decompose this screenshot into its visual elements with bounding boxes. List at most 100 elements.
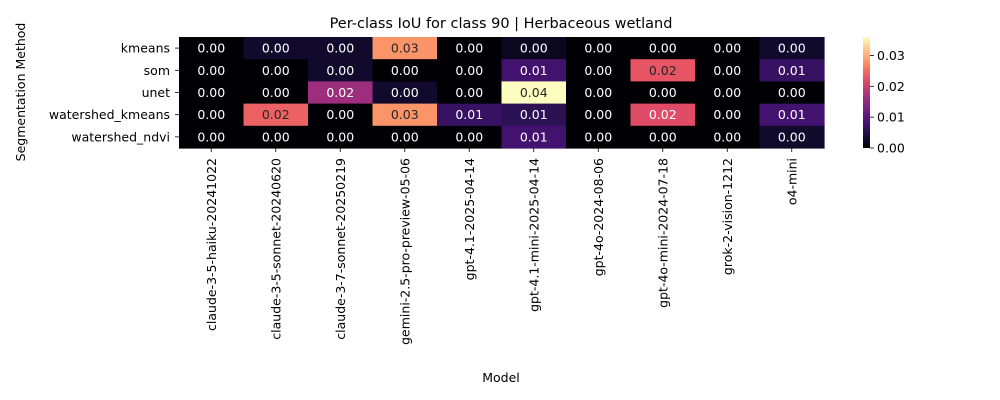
x-tick-label: gpt-4o-2024-08-06 (591, 158, 606, 276)
cell-value-label: 0.01 (520, 63, 548, 78)
heatmap-cell (695, 81, 761, 105)
cell-value-label: 0.00 (197, 41, 225, 56)
cell-value-label: 0.00 (455, 85, 483, 100)
colorbar-tick-label: 0.03 (877, 48, 905, 63)
heatmap-cell (566, 103, 632, 127)
heatmap-cell (630, 59, 696, 82)
heatmap-cell (501, 103, 567, 127)
heatmap-cell (501, 37, 567, 60)
heatmap-cell (566, 37, 632, 60)
x-tick-label: gpt-4o-mini-2024-07-18 (655, 158, 670, 308)
heatmap-cell (695, 125, 761, 149)
heatmap-cell (566, 125, 632, 149)
cell-value-label: 0.00 (326, 107, 354, 122)
heatmap-cell (372, 103, 438, 127)
colorbar (863, 37, 870, 148)
heatmap-cell (630, 37, 696, 60)
cell-value-label: 0.01 (778, 63, 806, 78)
heatmap-cell (630, 103, 696, 127)
x-tick-label: grok-2-vision-1212 (720, 158, 735, 275)
x-tick-labels: claude-3-5-haiku-20241022 claude-3-5-sonn… (204, 148, 799, 345)
heatmap-cell (179, 125, 245, 149)
y-axis-label: Segmentation Method (13, 23, 28, 162)
heatmap-cell (759, 81, 825, 105)
x-tick-label: gpt-4.1-2025-04-14 (462, 158, 477, 280)
heatmap-cell (437, 59, 503, 82)
heatmap-cell (501, 59, 567, 82)
chart-title: Per-class IoU for class 90 | Herbaceous … (330, 16, 673, 32)
heatmap-cells (179, 37, 825, 149)
cell-value-label: 0.00 (326, 63, 354, 78)
y-tick-label: watershed_ndvi (71, 129, 170, 144)
heatmap-cell (501, 81, 567, 105)
cell-value-label: 0.00 (649, 129, 677, 144)
heatmap-cell-labels: 0.00 0.00 0.00 0.03 0.00 0.00 0.00 0.00 0.00 0.00… (197, 41, 805, 145)
heatmap-cell (243, 125, 309, 149)
heatmap-cell (308, 125, 374, 149)
heatmap-cell (759, 59, 825, 82)
heatmap-cell (759, 37, 825, 60)
heatmap-cell (372, 59, 438, 82)
cell-value-label: 0.02 (649, 63, 677, 78)
heatmap-cell (308, 37, 374, 60)
x-tick-label: claude-3-5-sonnet-20240620 (268, 158, 283, 340)
heatmap-cell (695, 103, 761, 127)
cell-value-label: 0.00 (778, 129, 806, 144)
x-axis-label: Model (482, 370, 520, 385)
heatmap-cell (437, 103, 503, 127)
cell-value-label: 0.00 (713, 63, 741, 78)
heatmap-cell (501, 125, 567, 149)
cell-value-label: 0.00 (197, 85, 225, 100)
cell-value-label: 0.00 (584, 85, 612, 100)
cell-value-label: 0.00 (778, 41, 806, 56)
y-tick-label: kmeans (121, 41, 170, 56)
y-tick-label: som (144, 63, 170, 78)
heatmap-cell (243, 59, 309, 82)
cell-value-label: 0.00 (262, 85, 290, 100)
colorbar-ticks: 0.00 0.01 0.02 0.03 (870, 48, 905, 156)
x-tick-label: gpt-4.1-mini-2025-04-14 (526, 158, 541, 312)
cell-value-label: 0.00 (649, 85, 677, 100)
y-tick-labels: kmeans som unet watershed_kmeans watershed_n… (49, 41, 179, 144)
cell-value-label: 0.01 (520, 107, 548, 122)
cell-value-label: 0.00 (455, 129, 483, 144)
heatmap-cell (243, 103, 309, 127)
cell-value-label: 0.00 (197, 107, 225, 122)
heatmap-cell (630, 125, 696, 149)
colorbar-tick-label: 0.01 (877, 110, 905, 125)
cell-value-label: 0.00 (584, 107, 612, 122)
heatmap-cell (437, 81, 503, 105)
cell-value-label: 0.00 (391, 85, 419, 100)
heatmap-cell (179, 81, 245, 105)
cell-value-label: 0.00 (584, 129, 612, 144)
cell-value-label: 0.00 (197, 63, 225, 78)
cell-value-label: 0.01 (778, 107, 806, 122)
cell-value-label: 0.02 (326, 85, 354, 100)
cell-value-label: 0.00 (713, 129, 741, 144)
heatmap-cell (243, 81, 309, 105)
heatmap-cell (308, 103, 374, 127)
heatmap-cell (179, 37, 245, 60)
cell-value-label: 0.00 (262, 41, 290, 56)
heatmap-cell (243, 37, 309, 60)
heatmap-cell (372, 81, 438, 105)
cell-value-label: 0.00 (778, 85, 806, 100)
cell-value-label: 0.00 (391, 129, 419, 144)
cell-value-label: 0.02 (262, 107, 290, 122)
cell-value-label: 0.00 (713, 41, 741, 56)
cell-value-label: 0.00 (326, 129, 354, 144)
cell-value-label: 0.00 (520, 41, 548, 56)
heatmap-cell (566, 81, 632, 105)
heatmap-cell (437, 125, 503, 149)
heatmap-cell (695, 37, 761, 60)
heatmap-cell (372, 37, 438, 60)
cell-value-label: 0.00 (197, 129, 225, 144)
cell-value-label: 0.03 (391, 41, 419, 56)
heatmap-cell (759, 103, 825, 127)
x-tick-label: claude-3-7-sonnet-20250219 (333, 158, 348, 340)
heatmap-cell (308, 59, 374, 82)
cell-value-label: 0.04 (520, 85, 548, 100)
heatmap-cell (566, 59, 632, 82)
cell-value-label: 0.00 (713, 107, 741, 122)
